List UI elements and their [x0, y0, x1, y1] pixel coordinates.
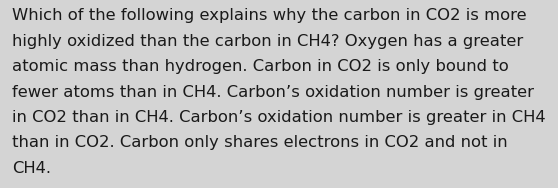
Text: fewer atoms than in CH4. Carbon’s oxidation number is greater: fewer atoms than in CH4. Carbon’s oxidat…: [12, 85, 534, 100]
Text: Which of the following explains why the carbon in CO2 is more: Which of the following explains why the …: [12, 8, 527, 24]
Text: in CO2 than in CH4. Carbon’s oxidation number is greater in CH4: in CO2 than in CH4. Carbon’s oxidation n…: [12, 110, 546, 125]
Text: highly oxidized than the carbon in CH4? Oxygen has a greater: highly oxidized than the carbon in CH4? …: [12, 34, 523, 49]
Text: than in CO2. Carbon only shares electrons in CO2 and not in: than in CO2. Carbon only shares electron…: [12, 135, 508, 150]
Text: CH4.: CH4.: [12, 161, 51, 176]
Text: atomic mass than hydrogen. Carbon in CO2 is only bound to: atomic mass than hydrogen. Carbon in CO2…: [12, 59, 509, 74]
